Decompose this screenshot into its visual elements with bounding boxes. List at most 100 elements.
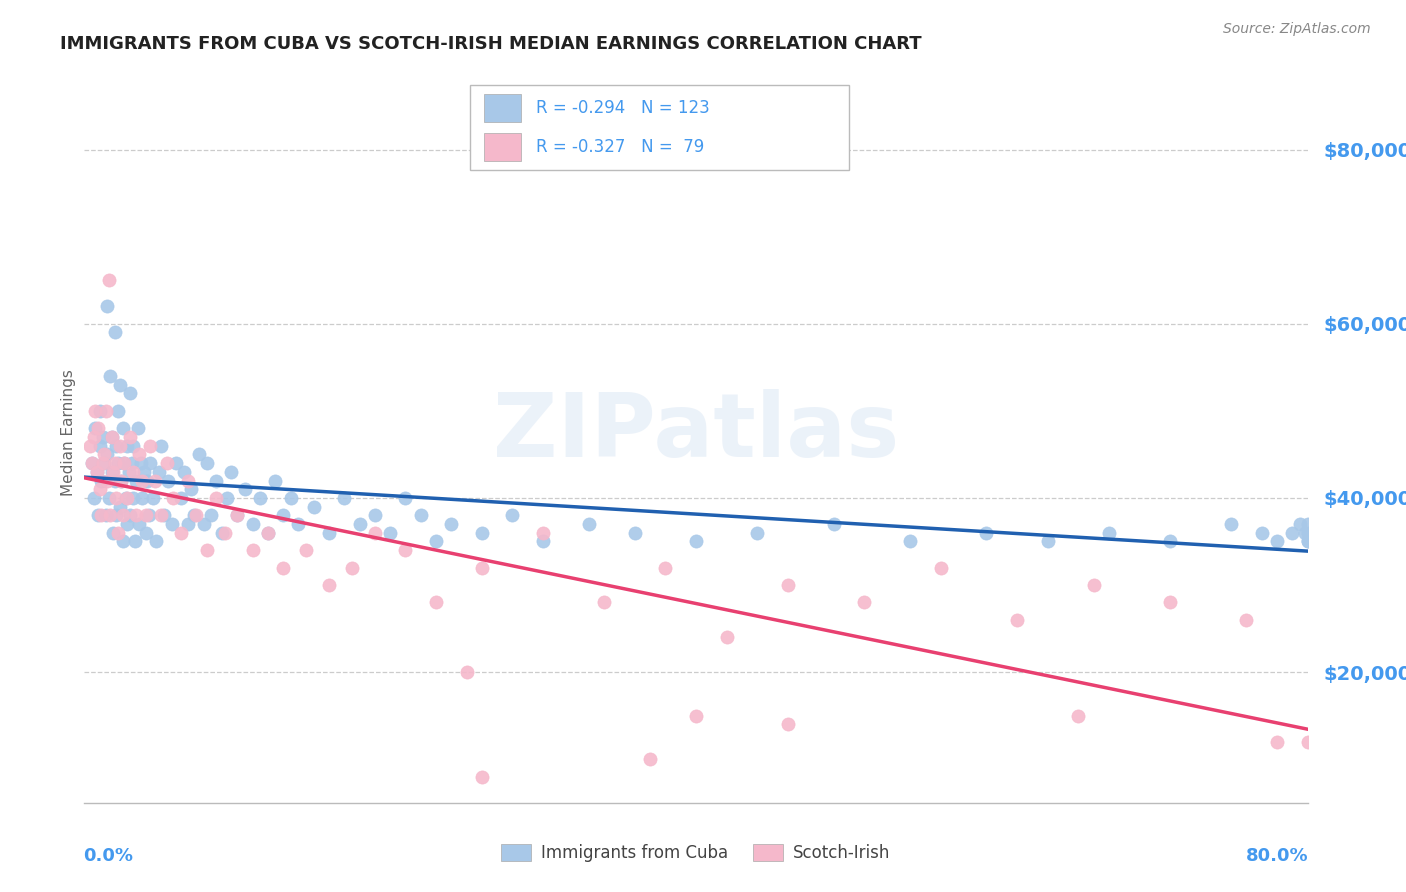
Point [364, 525, 387, 540]
Point [97, 491, 120, 505]
Point [131, 491, 153, 505]
Point [128, 447, 150, 461]
Point [195, 456, 218, 470]
Point [295, 543, 318, 558]
Point [1159, 534, 1181, 549]
Point [120, 508, 142, 523]
Point [111, 508, 134, 523]
Point [125, 474, 148, 488]
Point [302, 500, 325, 514]
Point [242, 517, 264, 532]
Point [264, 474, 287, 488]
Point [105, 439, 128, 453]
Text: R = -0.294   N = 123: R = -0.294 N = 123 [536, 99, 710, 117]
Point [380, 525, 402, 540]
Point [193, 517, 215, 532]
Point [121, 456, 143, 470]
Point [531, 525, 554, 540]
Point [101, 465, 124, 479]
Point [425, 595, 447, 609]
Point [1296, 525, 1319, 540]
Point [115, 517, 138, 532]
Point [1159, 595, 1181, 609]
Point [409, 508, 432, 523]
Point [280, 491, 302, 505]
FancyBboxPatch shape [470, 85, 849, 169]
Point [103, 465, 125, 479]
Point [91, 456, 114, 470]
Point [1236, 613, 1258, 627]
Point [177, 517, 200, 532]
Point [257, 525, 280, 540]
Point [156, 456, 179, 470]
Point [1220, 517, 1243, 532]
Point [105, 508, 128, 523]
Point [84, 404, 107, 418]
Text: ZIPatlas: ZIPatlas [494, 389, 898, 476]
Point [101, 430, 124, 444]
Point [125, 508, 148, 523]
Point [976, 525, 998, 540]
Point [112, 456, 135, 470]
Point [1265, 735, 1288, 749]
Point [200, 508, 222, 523]
Point [86, 465, 108, 479]
Point [122, 465, 145, 479]
Point [135, 508, 157, 523]
Text: 0.0%: 0.0% [83, 847, 134, 865]
Point [86, 465, 108, 479]
Point [160, 517, 183, 532]
Point [215, 491, 238, 505]
Point [108, 500, 131, 514]
Point [180, 482, 202, 496]
Point [111, 534, 134, 549]
Point [471, 560, 494, 574]
Point [132, 465, 155, 479]
Point [104, 326, 127, 340]
Point [394, 491, 416, 505]
Point [531, 534, 554, 549]
Point [124, 534, 146, 549]
Point [108, 439, 131, 453]
Point [177, 474, 200, 488]
Point [120, 430, 142, 444]
FancyBboxPatch shape [484, 133, 522, 161]
Point [120, 386, 142, 401]
Point [685, 708, 707, 723]
Point [118, 465, 141, 479]
Point [257, 525, 280, 540]
Point [170, 525, 193, 540]
Point [145, 534, 167, 549]
Point [103, 525, 125, 540]
Point [98, 508, 121, 523]
Point [1067, 708, 1090, 723]
Point [136, 474, 159, 488]
Point [1296, 517, 1319, 532]
Point [87, 508, 110, 523]
Point [149, 508, 172, 523]
Point [226, 508, 249, 523]
Point [115, 491, 138, 505]
Point [287, 517, 309, 532]
Point [1296, 534, 1319, 549]
Point [138, 508, 160, 523]
Point [425, 534, 447, 549]
Point [101, 430, 124, 444]
Point [104, 456, 127, 470]
Point [188, 447, 211, 461]
Text: R = -0.327   N =  79: R = -0.327 N = 79 [536, 138, 704, 156]
Point [233, 482, 256, 496]
Point [107, 525, 129, 540]
Point [471, 525, 494, 540]
Point [110, 474, 132, 488]
Point [96, 447, 118, 461]
Text: IMMIGRANTS FROM CUBA VS SCOTCH-IRISH MEDIAN EARNINGS CORRELATION CHART: IMMIGRANTS FROM CUBA VS SCOTCH-IRISH MED… [60, 35, 921, 53]
Point [776, 578, 799, 592]
Point [89, 404, 111, 418]
Point [340, 560, 363, 574]
Text: 80.0%: 80.0% [1246, 847, 1309, 865]
Point [80, 456, 103, 470]
Point [1098, 525, 1121, 540]
Point [114, 491, 136, 505]
Point [205, 474, 228, 488]
